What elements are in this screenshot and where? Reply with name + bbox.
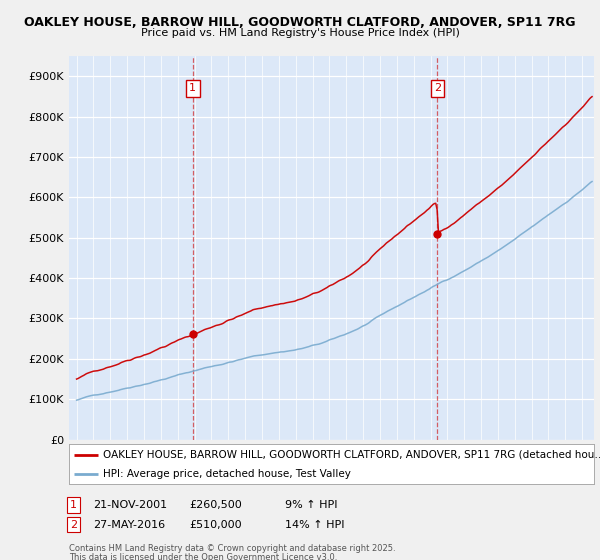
Text: £510,000: £510,000 — [189, 520, 242, 530]
Text: OAKLEY HOUSE, BARROW HILL, GOODWORTH CLATFORD, ANDOVER, SP11 7RG: OAKLEY HOUSE, BARROW HILL, GOODWORTH CLA… — [24, 16, 576, 29]
Text: 1: 1 — [189, 83, 196, 94]
Text: Contains HM Land Registry data © Crown copyright and database right 2025.: Contains HM Land Registry data © Crown c… — [69, 544, 395, 553]
Text: Price paid vs. HM Land Registry's House Price Index (HPI): Price paid vs. HM Land Registry's House … — [140, 28, 460, 38]
Text: 9% ↑ HPI: 9% ↑ HPI — [285, 500, 337, 510]
Text: 2: 2 — [70, 520, 77, 530]
Text: OAKLEY HOUSE, BARROW HILL, GOODWORTH CLATFORD, ANDOVER, SP11 7RG (detached hou…: OAKLEY HOUSE, BARROW HILL, GOODWORTH CLA… — [103, 450, 600, 460]
Text: 1: 1 — [70, 500, 77, 510]
Text: This data is licensed under the Open Government Licence v3.0.: This data is licensed under the Open Gov… — [69, 553, 337, 560]
Text: HPI: Average price, detached house, Test Valley: HPI: Average price, detached house, Test… — [103, 469, 351, 478]
Text: 27-MAY-2016: 27-MAY-2016 — [93, 520, 165, 530]
Text: £260,500: £260,500 — [189, 500, 242, 510]
Text: 14% ↑ HPI: 14% ↑ HPI — [285, 520, 344, 530]
Text: 2: 2 — [434, 83, 441, 94]
Text: 21-NOV-2001: 21-NOV-2001 — [93, 500, 167, 510]
